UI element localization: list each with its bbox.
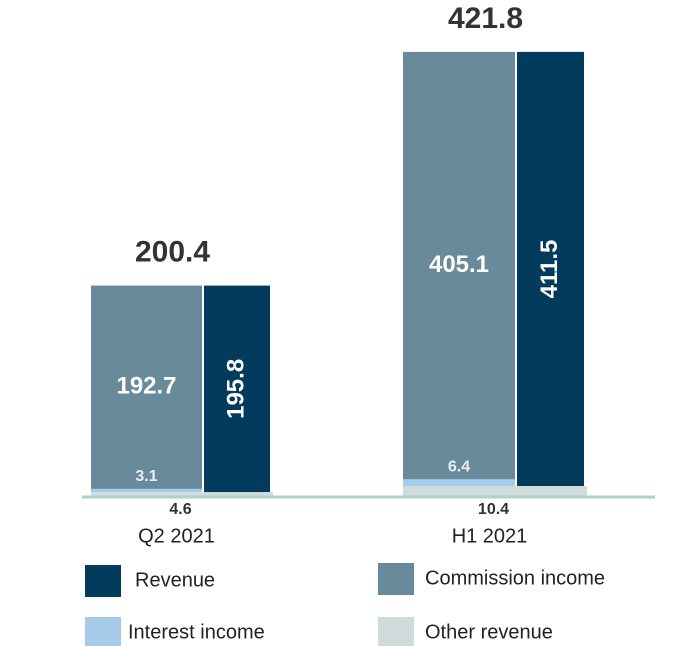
value-label: 3.1 xyxy=(135,468,157,485)
value-label: 10.4 xyxy=(478,501,509,518)
legend-swatch xyxy=(85,617,121,646)
legend-swatch xyxy=(378,563,414,595)
x-tick-label: Q2 2021 xyxy=(138,525,215,547)
bar-other xyxy=(91,492,273,497)
value-label: 411.5 xyxy=(536,240,563,299)
bar-revenue xyxy=(204,285,270,493)
bar-commission xyxy=(91,285,202,489)
legend-label: Commission income xyxy=(425,567,605,589)
bar-revenue xyxy=(517,51,584,487)
value-label: 405.1 xyxy=(429,251,489,278)
bar-interest xyxy=(91,488,202,493)
value-label: 6.4 xyxy=(448,458,470,475)
bar-interest xyxy=(403,479,515,487)
value-label: 192.7 xyxy=(116,373,176,400)
legend-label: Other revenue xyxy=(425,621,553,643)
x-tick-label: H1 2021 xyxy=(452,525,528,547)
legend-swatch xyxy=(85,565,121,597)
total-label: 200.4 xyxy=(135,235,210,268)
legend-swatch xyxy=(378,617,414,646)
bar-other xyxy=(403,486,587,497)
value-label: 4.6 xyxy=(169,501,191,518)
legend-label: Interest income xyxy=(128,621,265,643)
bar-commission xyxy=(403,51,515,480)
value-label: 195.8 xyxy=(222,359,249,419)
legend-label: Revenue xyxy=(135,569,215,591)
total-label: 421.8 xyxy=(448,2,523,35)
